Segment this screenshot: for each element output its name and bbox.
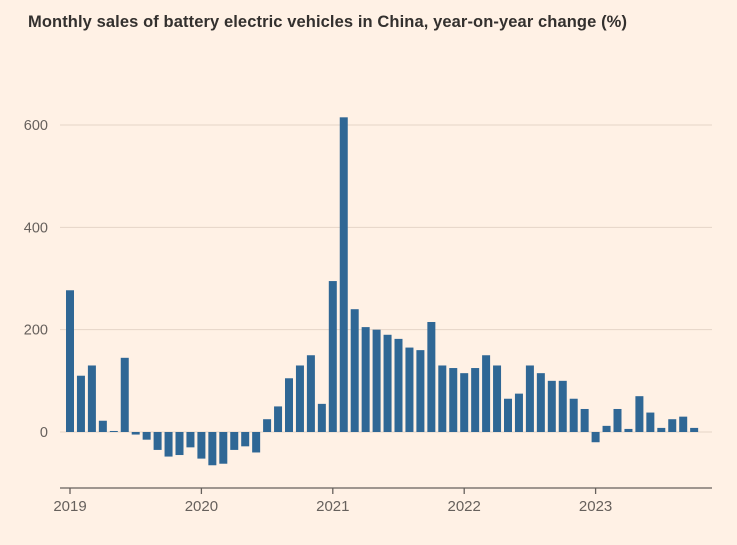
bar-2022-12 — [580, 408, 589, 433]
bar-2020-07 — [263, 419, 272, 432]
bar-2020-02 — [208, 432, 217, 466]
x-axis-label-2020: 2020 — [185, 498, 218, 515]
bar-2020-05 — [241, 432, 250, 447]
y-axis-label-600: 600 — [24, 118, 48, 134]
bar-2022-06 — [514, 393, 523, 433]
y-axis-label-200: 200 — [24, 323, 48, 339]
bar-2019-03 — [87, 365, 96, 432]
bar-2023-02 — [602, 425, 611, 432]
bar-2020-12 — [317, 403, 326, 432]
bar-2019-05 — [109, 430, 118, 432]
bar-2023-07 — [657, 427, 666, 432]
bar-2023-04 — [624, 428, 633, 432]
bar-2021-06 — [383, 334, 392, 432]
bar-2022-09 — [547, 380, 556, 432]
bar-2021-01 — [328, 281, 337, 432]
bar-2022-08 — [536, 373, 545, 432]
bar-2019-02 — [76, 375, 85, 432]
bar-2020-04 — [230, 432, 239, 450]
x-axis-label-2023: 2023 — [579, 498, 612, 515]
bar-2021-03 — [350, 309, 359, 432]
bar-2020-10 — [295, 365, 304, 432]
y-axis-label-0: 0 — [40, 425, 48, 441]
bar-2019-01 — [66, 290, 74, 432]
bar-2023-10 — [690, 427, 699, 432]
bar-2021-04 — [361, 327, 370, 432]
bar-2020-11 — [306, 355, 315, 432]
bar-2022-05 — [504, 398, 512, 432]
bar-2022-01 — [460, 373, 469, 432]
bar-2019-09 — [153, 432, 162, 450]
bar-2020-01 — [197, 432, 206, 459]
bar-2023-09 — [679, 416, 688, 432]
chart-title: Monthly sales of battery electric vehicl… — [28, 13, 628, 31]
bar-2022-02 — [471, 368, 480, 432]
bar-2019-12 — [186, 432, 195, 448]
bar-2020-09 — [285, 378, 293, 432]
bar-2021-09 — [416, 350, 425, 432]
bar-2023-03 — [613, 408, 622, 433]
bar-2023-06 — [646, 412, 655, 432]
bar-2020-03 — [219, 432, 228, 464]
bar-2022-10 — [558, 380, 567, 432]
bar-2021-11 — [438, 365, 447, 432]
bar-2019-10 — [164, 432, 173, 457]
bar-2021-05 — [372, 329, 381, 432]
bar-2023-01 — [591, 432, 600, 443]
bar-2020-06 — [252, 432, 261, 453]
bar-2019-06 — [120, 357, 129, 432]
bar-2022-11 — [569, 398, 578, 432]
bar-2020-08 — [274, 406, 283, 432]
x-axis-label-2021: 2021 — [316, 498, 349, 515]
bar-2021-08 — [405, 347, 414, 432]
x-axis-label-2019: 2019 — [53, 498, 86, 515]
bar-2022-04 — [493, 365, 502, 432]
bar-2019-07 — [131, 432, 140, 435]
bar-2022-03 — [482, 355, 491, 432]
bar-2021-10 — [427, 321, 436, 432]
bar-2019-04 — [98, 420, 107, 432]
bar-2021-12 — [449, 368, 458, 432]
bar-2021-02 — [339, 117, 348, 432]
bar-2023-05 — [635, 396, 644, 432]
bar-2023-08 — [668, 419, 677, 432]
bar-2019-11 — [175, 432, 184, 456]
bar-2019-08 — [142, 432, 151, 440]
bar-2021-07 — [394, 338, 403, 432]
bar-2022-07 — [525, 365, 534, 432]
y-axis-label-400: 400 — [24, 220, 48, 236]
x-axis-label-2022: 2022 — [448, 498, 481, 515]
